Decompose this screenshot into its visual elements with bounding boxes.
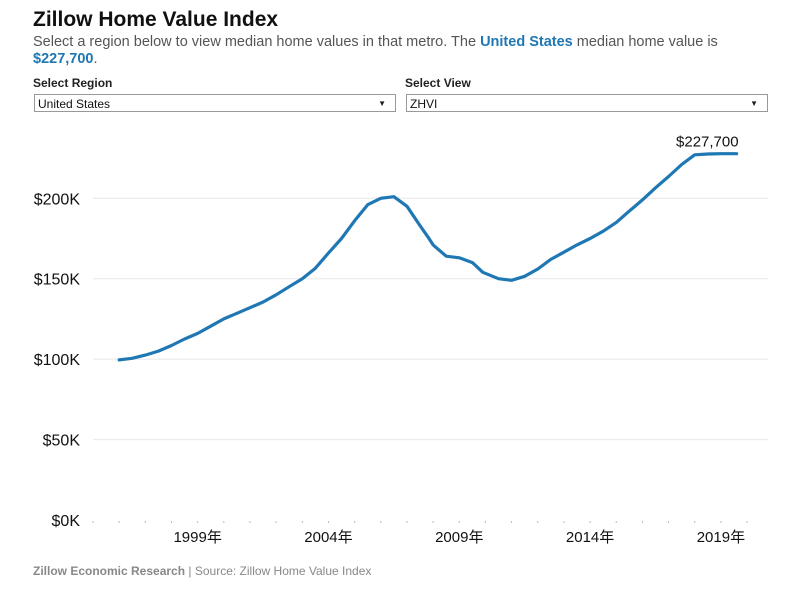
subtitle-text-end: . <box>93 51 98 67</box>
view-select-label: Select View <box>405 76 471 90</box>
x-tick-label: 2014年 <box>566 529 614 546</box>
y-tick-label: $150K <box>34 272 81 289</box>
y-tick-label: $50K <box>43 433 81 450</box>
chevron-down-icon: ▼ <box>378 99 386 108</box>
subtitle-value-highlight: $227,700 <box>33 51 94 67</box>
subtitle-text-mid: median home value is <box>572 34 718 50</box>
series-line <box>117 152 739 362</box>
footer-source-org: Zillow Economic Research <box>33 564 186 578</box>
page-title: Zillow Home Value Index <box>33 8 279 31</box>
region-select-label: Select Region <box>33 76 113 90</box>
y-tick-label: $200K <box>34 191 81 208</box>
view-select[interactable]: ZHVI ▼ <box>406 94 768 112</box>
x-tick-label: 2009年 <box>435 529 483 546</box>
page-subtitle: Select a region below to view median hom… <box>33 34 773 68</box>
region-select-value: United States <box>38 97 111 111</box>
chevron-down-icon: ▼ <box>750 99 758 108</box>
footer-source-text: Source: Zillow Home Value Index <box>194 564 372 578</box>
footer-separator: | <box>185 564 195 578</box>
region-select[interactable]: United States ▼ <box>34 94 396 112</box>
y-tick-label: $100K <box>34 352 81 369</box>
line-chart: $0K $50K $100K $150K $200K 1999年 2004年 2009年 201… <box>34 134 768 546</box>
x-tick-label: 2019年 <box>697 529 745 546</box>
view-select-value: ZHVI <box>410 97 438 111</box>
y-tick-label: $0K <box>52 513 81 530</box>
x-tick-label: 2004年 <box>304 529 352 546</box>
chart-footer: Zillow Economic Research | Source: Zillo… <box>33 564 371 578</box>
subtitle-region-highlight: United States <box>480 34 573 50</box>
subtitle-text: Select a region below to view median hom… <box>33 34 481 50</box>
end-value-label: $227,700 <box>676 134 739 151</box>
x-tick-label: 1999年 <box>173 529 221 546</box>
